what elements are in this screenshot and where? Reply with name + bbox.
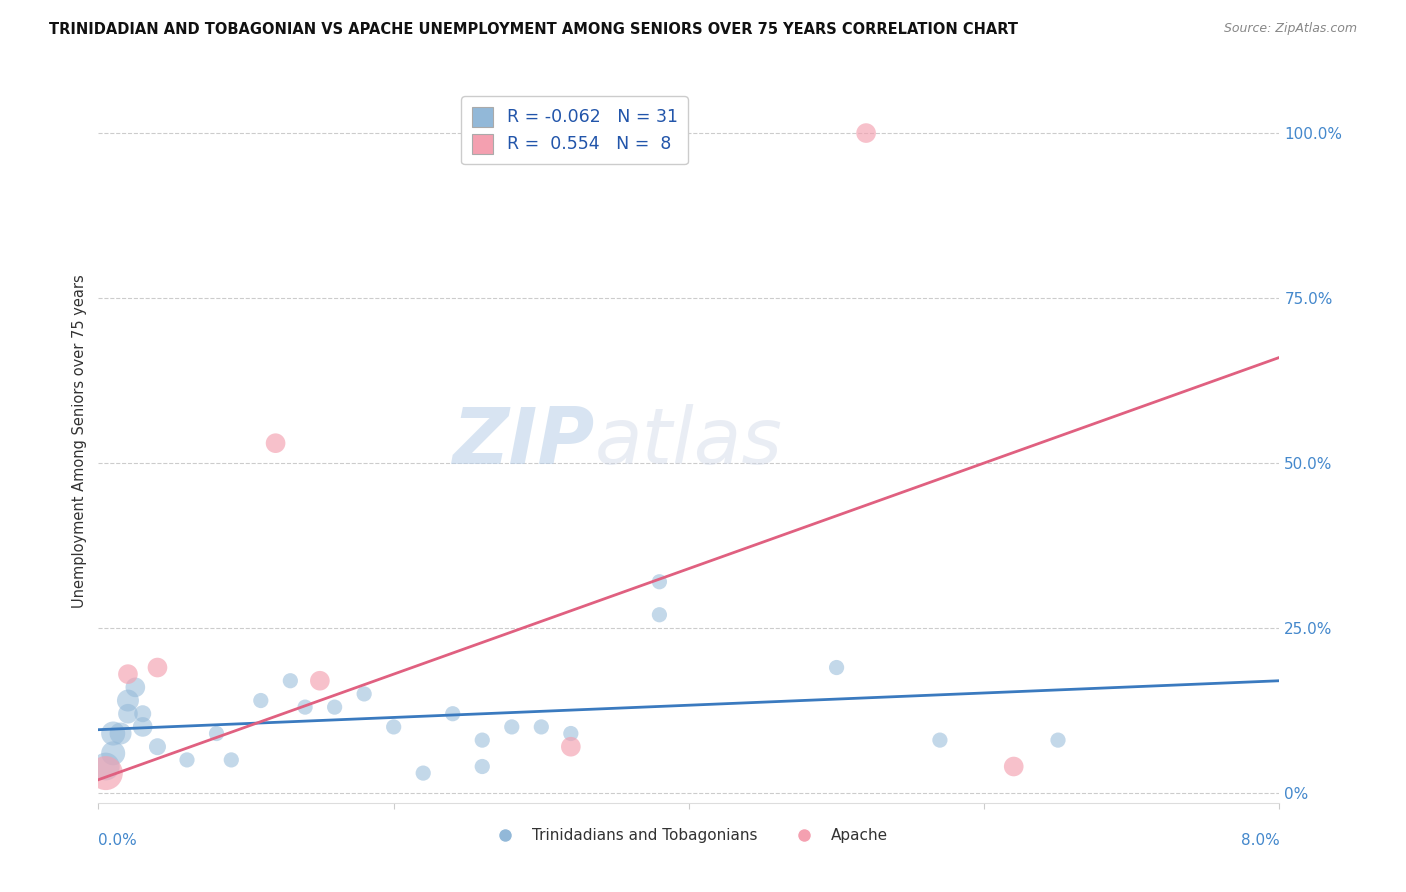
- Point: [205, 726, 228, 740]
- Point: [264, 436, 287, 450]
- Point: [103, 747, 125, 761]
- Point: [560, 739, 582, 754]
- Text: Source: ZipAtlas.com: Source: ZipAtlas.com: [1223, 22, 1357, 36]
- Point: [146, 739, 169, 754]
- Legend: Trinidadians and Tobagonians, Apache: Trinidadians and Tobagonians, Apache: [484, 822, 894, 849]
- Point: [1046, 733, 1070, 747]
- Point: [501, 720, 523, 734]
- Point: [117, 706, 139, 721]
- Point: [471, 759, 494, 773]
- Point: [280, 673, 302, 688]
- Point: [94, 759, 117, 773]
- Point: [176, 753, 198, 767]
- Point: [1002, 759, 1025, 773]
- Point: [441, 706, 464, 721]
- Point: [117, 693, 139, 707]
- Point: [323, 700, 346, 714]
- Point: [294, 700, 316, 714]
- Point: [855, 126, 877, 140]
- Point: [929, 733, 952, 747]
- Text: ZIP: ZIP: [453, 403, 595, 480]
- Point: [103, 726, 125, 740]
- Point: [530, 720, 553, 734]
- Point: [117, 667, 139, 681]
- Point: [353, 687, 375, 701]
- Point: [110, 726, 132, 740]
- Point: [471, 733, 494, 747]
- Point: [412, 766, 434, 780]
- Text: 0.0%: 0.0%: [98, 833, 138, 848]
- Point: [94, 766, 117, 780]
- Point: [221, 753, 243, 767]
- Point: [146, 660, 169, 674]
- Point: [648, 607, 671, 622]
- Y-axis label: Unemployment Among Seniors over 75 years: Unemployment Among Seniors over 75 years: [72, 275, 87, 608]
- Point: [825, 660, 848, 674]
- Point: [560, 726, 582, 740]
- Point: [648, 574, 671, 589]
- Text: 8.0%: 8.0%: [1240, 833, 1279, 848]
- Text: atlas: atlas: [595, 403, 782, 480]
- Point: [309, 673, 332, 688]
- Point: [382, 720, 405, 734]
- Point: [250, 693, 273, 707]
- Point: [132, 706, 155, 721]
- Point: [124, 681, 146, 695]
- Text: TRINIDADIAN AND TOBAGONIAN VS APACHE UNEMPLOYMENT AMONG SENIORS OVER 75 YEARS CO: TRINIDADIAN AND TOBAGONIAN VS APACHE UNE…: [49, 22, 1018, 37]
- Point: [132, 720, 155, 734]
